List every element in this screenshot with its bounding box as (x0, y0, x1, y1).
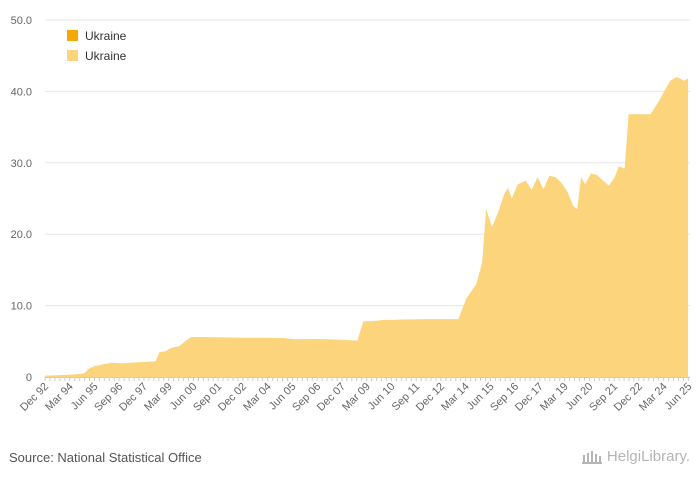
legend-label: Ukraine (85, 49, 127, 63)
legend-swatch (67, 30, 78, 41)
y-tick-label: 50.0 (11, 15, 32, 27)
x-tick-label: Mar 24 (637, 381, 670, 414)
x-tick-label: Jun 25 (663, 381, 695, 413)
y-tick-label: 30.0 (11, 158, 32, 170)
legend: Ukraine Ukraine (67, 29, 127, 63)
x-tick-label: Mar 14 (439, 381, 472, 414)
y-axis: 0 10.0 20.0 30.0 40.0 50.0 (11, 15, 32, 384)
area-layer (45, 77, 689, 378)
y-tick-label: 20.0 (11, 229, 32, 241)
source-note: Source: National Statistical Office (9, 450, 202, 465)
x-tick-label: Mar 94 (43, 381, 76, 414)
y-tick-label: 40.0 (11, 86, 32, 98)
y-tick-label: 10.0 (11, 301, 32, 313)
x-tick-label: Mar 19 (538, 381, 571, 414)
helgi-library-logo: HelgiLibrary. (581, 448, 690, 465)
legend-swatch (67, 50, 78, 61)
legend-label: Ukraine (85, 29, 127, 43)
x-tick-label: Mar 99 (142, 381, 175, 414)
y-tick-label: 0 (26, 372, 32, 384)
x-tick-label: Mar 09 (340, 381, 373, 414)
library-building-icon (581, 450, 602, 464)
logo-text: HelgiLibrary. (606, 448, 690, 465)
x-tick-label: Mar 04 (241, 381, 274, 414)
area-series-ukraine (45, 77, 689, 378)
